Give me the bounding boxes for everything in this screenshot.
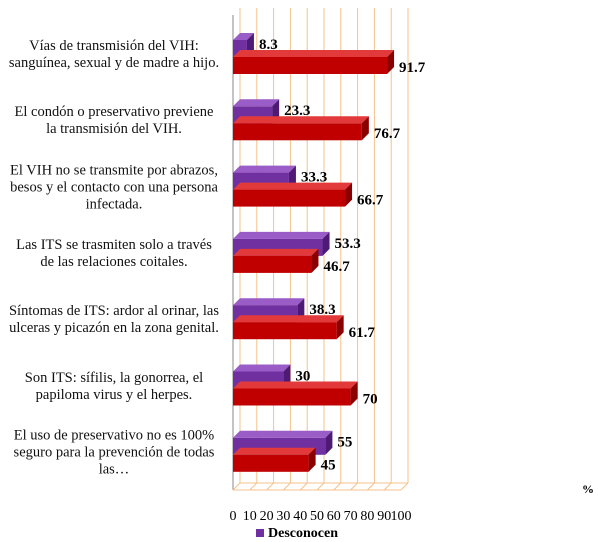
floor-grid-line [283,482,291,491]
category-label: Las ITS se trasmiten solo a través de la… [16,236,212,270]
floor-grid-line [316,482,325,491]
bar-top [233,364,291,372]
bar-top [233,430,333,438]
bar [233,255,312,273]
floor-grid-line [232,482,241,491]
unit-annotation: % [582,482,594,496]
bar-side [350,381,358,406]
bar-side [311,248,319,273]
x-tick-label: 50 [310,509,324,524]
category-label: Son ITS: sífilis, la gonorrea, el papilo… [24,369,204,403]
floor-grid-line [299,482,308,491]
bar-top [233,165,296,173]
floor-grid-line [249,482,258,491]
value-label: 76.7 [374,126,401,142]
value-label: 38.3 [309,302,335,318]
value-label: 53.3 [335,236,361,252]
bar-top [233,315,344,323]
bar-top [233,447,316,455]
floor-grid-line [350,482,358,491]
floor-grid-line [266,482,274,491]
category-label: El uso de preservativo no es 100% seguro… [13,427,215,478]
category-label: Síntomas de ITS: ardor al orinar, las ul… [8,303,220,337]
x-tick-label: 90 [377,509,391,524]
bar [233,189,346,207]
value-label: 8.3 [259,37,278,53]
x-tick-label: 20 [260,509,274,524]
bar-side [325,430,333,455]
bar-side [361,116,369,141]
category-label: El VIH no se transmite por abrazos, beso… [10,162,218,213]
x-tick-label: 30 [276,509,290,524]
x-tick-label: 70 [344,509,358,524]
bar [233,57,388,74]
value-label: 23.3 [284,103,310,119]
category-label: Vías de transmisión del VIH: sanguínea, … [8,38,220,71]
bar-top [233,182,353,190]
bar-side [322,231,330,256]
floor-grid-line [400,482,409,491]
bar [233,388,351,406]
category-label: El condón o preservativo previene la tra… [14,104,214,138]
bar [233,123,362,141]
value-label: 70 [363,391,378,407]
value-label: 45 [321,458,336,474]
x-tick-label: 100 [391,509,412,524]
value-label: 46.7 [323,259,350,275]
bar-side [308,447,316,472]
floor-grid-line [383,482,392,491]
value-label: 66.7 [357,193,384,209]
bar-top [233,50,395,57]
bar-side [336,315,344,340]
floor-grid-line [367,482,375,491]
x-tick-label: 80 [360,509,374,524]
x-tick-label: 0 [230,509,237,524]
value-label: 33.3 [301,170,327,186]
bar-side [387,50,395,74]
value-label: 91.7 [399,60,426,76]
bar-top [233,298,305,306]
x-tick-label: 40 [293,509,307,524]
x-tick-label: 60 [327,509,341,524]
value-label: 61.7 [349,325,376,341]
bar-top [233,381,358,389]
value-label: 30 [295,368,310,384]
value-label: 55 [337,435,352,451]
bar-top [233,248,319,256]
legend-swatch [256,529,264,537]
bar-top [233,116,369,124]
bar [233,454,309,472]
bar-top [233,231,330,239]
bar-top [233,99,280,107]
floor-grid-line [333,482,342,491]
x-tick-label: 10 [243,509,257,524]
legend-label: Desconocen [268,526,338,541]
bar-top [233,33,254,40]
bar-side [345,182,353,207]
bar [233,322,337,340]
